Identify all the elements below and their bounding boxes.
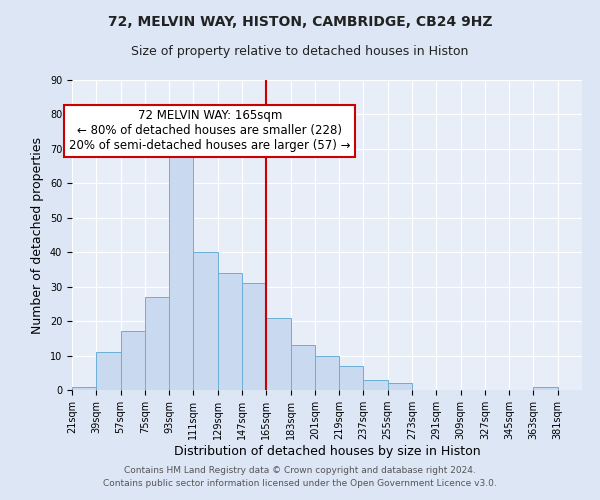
- Bar: [290, 345, 315, 390]
- Bar: [96, 352, 121, 390]
- Bar: [533, 386, 558, 390]
- X-axis label: Distribution of detached houses by size in Histon: Distribution of detached houses by size …: [173, 445, 481, 458]
- Bar: [242, 283, 266, 390]
- Bar: [121, 332, 145, 390]
- Bar: [218, 273, 242, 390]
- Text: Contains HM Land Registry data © Crown copyright and database right 2024.
Contai: Contains HM Land Registry data © Crown c…: [103, 466, 497, 487]
- Bar: [364, 380, 388, 390]
- Bar: [145, 297, 169, 390]
- Y-axis label: Number of detached properties: Number of detached properties: [31, 136, 44, 334]
- Bar: [266, 318, 290, 390]
- Bar: [339, 366, 364, 390]
- Bar: [315, 356, 339, 390]
- Text: 72 MELVIN WAY: 165sqm
← 80% of detached houses are smaller (228)
20% of semi-det: 72 MELVIN WAY: 165sqm ← 80% of detached …: [69, 110, 350, 152]
- Text: Size of property relative to detached houses in Histon: Size of property relative to detached ho…: [131, 45, 469, 58]
- Bar: [193, 252, 218, 390]
- Bar: [169, 149, 193, 390]
- Bar: [388, 383, 412, 390]
- Text: 72, MELVIN WAY, HISTON, CAMBRIDGE, CB24 9HZ: 72, MELVIN WAY, HISTON, CAMBRIDGE, CB24 …: [108, 15, 492, 29]
- Bar: [72, 386, 96, 390]
